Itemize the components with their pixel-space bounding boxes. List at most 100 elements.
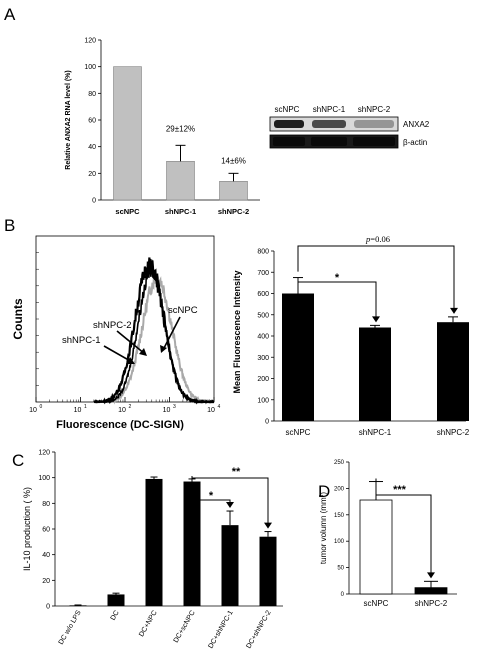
anxa2-band xyxy=(274,120,304,128)
bar xyxy=(437,322,469,421)
x-tick-exponent: 4 xyxy=(218,404,221,410)
arrow-line xyxy=(103,345,133,363)
y-axis-title-end: ) xyxy=(319,492,328,495)
y-tick-label: 100 xyxy=(38,475,50,482)
panel-b-flow-histogram: 10 0 10 1 10 2 10 3 10 4shNPC-2scNPCshNPC-1Fluore… xyxy=(11,235,221,431)
bar xyxy=(166,161,195,201)
x-tick-label: 10 xyxy=(207,407,215,414)
bar xyxy=(221,525,239,606)
bar xyxy=(69,605,87,606)
bar xyxy=(145,478,163,606)
sig-star: *** xyxy=(393,484,407,496)
row-label: β-actin xyxy=(403,138,427,147)
row-label: ANXA2 xyxy=(403,120,430,129)
x-tick-exponent: 3 xyxy=(173,404,176,410)
sig-bracket xyxy=(298,281,377,322)
y-tick-label: 120 xyxy=(38,450,50,457)
y-tick-label: 60 xyxy=(88,118,96,125)
x-axis-title: Fluorescence (DC-SIGN) xyxy=(56,419,184,431)
category-label: DC xyxy=(110,610,121,622)
y-tick-label: 20 xyxy=(88,171,96,178)
arrow-line xyxy=(162,316,181,351)
y-tick-label: 80 xyxy=(42,501,50,508)
bar xyxy=(414,587,448,595)
y-tick-label: 150 xyxy=(334,513,345,519)
category-label: scNPC xyxy=(286,428,311,437)
sig-arrow-head xyxy=(264,522,272,529)
pvalue-label: p=0.06 xyxy=(365,234,390,244)
anxa2-band xyxy=(354,120,394,128)
y-axis-title: Mean Fluorescence Intensity xyxy=(232,270,242,393)
y-tick-label: 700 xyxy=(257,270,269,277)
y-axis-title-main: tumor volumn (mm xyxy=(319,497,328,564)
data-label: 14±6% xyxy=(221,156,246,165)
y-axis-title: Relative ANXA2 RNA level (%) xyxy=(65,70,72,169)
panel-a-letter: A xyxy=(4,5,16,24)
sig-star: * xyxy=(209,490,214,502)
category-label: shNPC-2 xyxy=(415,599,448,608)
anxa2-band xyxy=(312,120,346,128)
category-label: scNPC xyxy=(364,599,389,608)
y-tick-label: 100 xyxy=(84,64,96,71)
histogram-curve-shNPC-2 xyxy=(93,259,215,405)
actin-band xyxy=(273,137,305,146)
category-label: shNPC-2 xyxy=(218,207,249,216)
category-label: DC+shNPC-1 xyxy=(207,609,234,649)
bar xyxy=(107,594,125,606)
histogram-curve-scNPC xyxy=(93,275,215,405)
category-label: scNPC xyxy=(115,207,140,216)
panel-c-il10-bar-chart: 0 20 40 60 80 100 120 IL-10 production ( %) DC w… xyxy=(22,450,283,650)
x-tick-label: 10 xyxy=(163,407,171,414)
panel-c-letter: C xyxy=(12,451,24,470)
category-label: DC w/o LPS xyxy=(58,609,83,646)
sig-arrow-head xyxy=(427,572,435,579)
sig-arrow-head xyxy=(226,502,234,509)
pvalue-arrow-head xyxy=(450,307,458,314)
y-tick-label: 40 xyxy=(42,552,50,559)
y-axis-title: IL-10 production ( %) xyxy=(22,487,32,571)
x-tick-exponent: 2 xyxy=(129,404,132,410)
panel-b-letter: B xyxy=(4,216,15,235)
bar xyxy=(219,181,248,201)
bar xyxy=(183,481,201,606)
series-label: shNPC-2 xyxy=(93,320,132,331)
y-tick-label: 100 xyxy=(334,539,345,545)
lane-label: shNPC-2 xyxy=(358,105,391,114)
panel-a-western-blot: scNPC shNPC-1 shNPC-2 ANXA2 β-actin xyxy=(269,105,430,149)
y-tick-label: 0 xyxy=(265,419,269,426)
actin-band xyxy=(353,137,395,146)
data-label: 29±12% xyxy=(166,124,195,133)
bar xyxy=(259,536,277,606)
y-tick-label: 80 xyxy=(88,91,96,98)
y-tick-label: 600 xyxy=(257,291,269,298)
arrow-head xyxy=(126,357,135,364)
category-label: shNPC-1 xyxy=(359,428,392,437)
panel-a-rna-bar-chart: 0 20 40 60 80 100 120 Relative ANXA2 RNA level … xyxy=(65,38,260,216)
bar xyxy=(282,293,314,421)
pvalue-bracket xyxy=(297,245,455,313)
plot-frame xyxy=(35,235,215,403)
category-label: shNPC-2 xyxy=(437,428,470,437)
y-axis-title: Counts xyxy=(11,298,25,340)
category-label: shNPC-1 xyxy=(165,207,196,216)
panel-d-tumor-bar-chart: 0 50 100 150 200 250 tumor volumn (mm3) scNPC sh… xyxy=(319,460,457,608)
series-label: shNPC-1 xyxy=(62,335,101,346)
y-tick-label: 200 xyxy=(257,376,269,383)
y-tick-label: 50 xyxy=(337,566,344,572)
x-tick-label: 10 xyxy=(118,407,126,414)
y-tick-label: 250 xyxy=(334,460,345,466)
category-label: DC+shNPC-2 xyxy=(245,609,272,649)
sig-bracket xyxy=(191,477,269,528)
arrow-line xyxy=(116,330,146,355)
panel-d-letter: D xyxy=(318,482,330,501)
lane-label: shNPC-1 xyxy=(313,105,346,114)
bar xyxy=(359,327,391,421)
bar xyxy=(113,66,142,201)
y-tick-label: 40 xyxy=(88,144,96,151)
x-tick-label: 10 xyxy=(29,407,37,414)
pvalue-italic: p xyxy=(365,234,370,244)
arrow-head xyxy=(160,345,167,353)
y-tick-label: 0 xyxy=(341,592,345,598)
sig-star: * xyxy=(335,272,340,284)
panel-b-mfi-bar-chart: 0 100 200 300 400 500 600 700 800 Mean Fluorescen… xyxy=(232,234,470,437)
